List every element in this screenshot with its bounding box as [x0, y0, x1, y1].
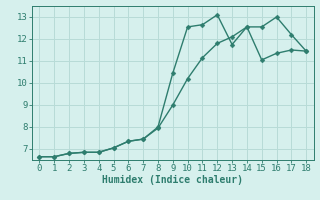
X-axis label: Humidex (Indice chaleur): Humidex (Indice chaleur)	[102, 175, 243, 185]
